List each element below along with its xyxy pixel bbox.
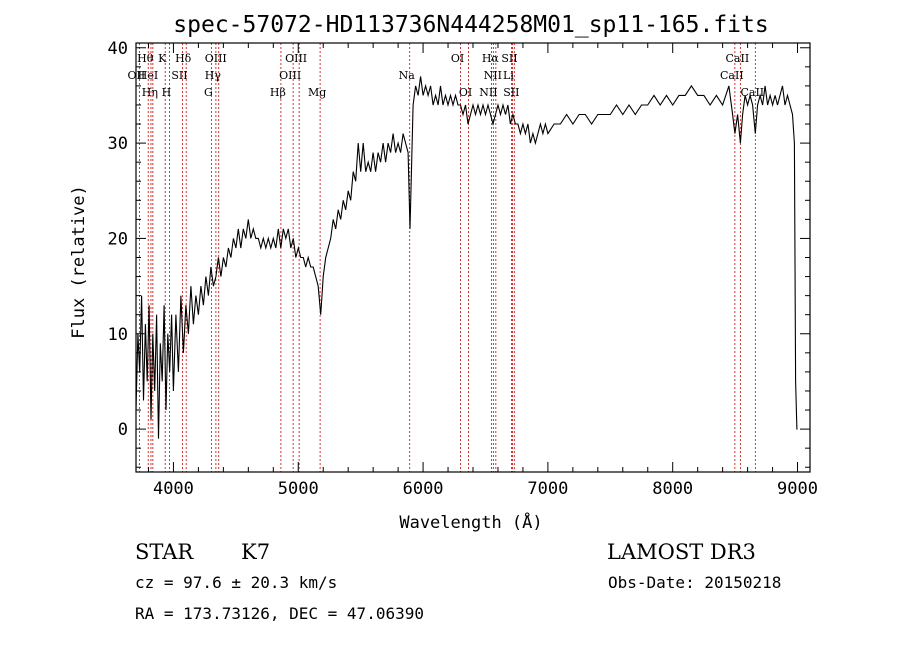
line-marker-label-21: Li [503,69,514,82]
line-marker-label-22: SII [501,52,517,65]
x-tick-label-5: 9000 [777,479,818,499]
radial-velocity: cz = 97.6 ± 20.3 km/s [135,573,338,592]
line-marker-label-7: Hδ [175,52,192,65]
spectrum-chart: spec-57072-HD113736N444258M01_sp11-165.f… [69,12,818,533]
x-axis-label: Wavelength (Å) [399,511,542,533]
survey-name: LAMOST DR3 [607,540,756,564]
line-marker-label-16: OI [451,52,464,65]
line-marker-label-13: OIII [285,52,307,65]
line-marker-label-25: CaII [726,52,750,65]
chart-title: spec-57072-HD113736N444258M01_sp11-165.f… [173,12,768,38]
line-marker-label-17: OI [459,86,472,99]
line-marker-label-1: Hθ [137,52,154,65]
object-class: STAR [135,540,194,564]
line-marker-label-26: CaII [740,86,764,99]
line-marker-labels: OIIHθHeIHηKHSIIHδGHγOIIIHβOIIIOIIIMgNaOI… [128,52,765,99]
axis-ticks: 4000 5000 6000 7000 8000 9000 0 10 20 30 40 [108,39,818,499]
line-marker-label-3: Hη [142,86,158,99]
x-tick-label-2: 6000 [403,479,444,499]
spectrum-line [135,76,798,439]
y-tick-label-2: 20 [108,229,128,249]
x-tick-label-3: 7000 [527,479,568,499]
y-tick-label-1: 10 [108,325,128,345]
line-marker-label-4: K [158,52,167,65]
line-marker-label-19: Hα [482,52,500,65]
y-tick-label-4: 40 [108,39,128,59]
line-marker-label-23: SII [503,86,519,99]
line-marker-label-9: Hγ [205,69,222,82]
x-tick-label-0: 4000 [153,479,194,499]
line-marker-label-8: G [204,86,213,99]
sky-coordinates: RA = 173.73126, DEC = 47.06390 [135,604,424,623]
line-marker-label-5: H [162,86,172,99]
line-marker-label-20: NII [484,69,502,82]
y-axis-label: Flux (relative) [69,185,89,339]
line-marker-label-10: OIII [205,52,227,65]
line-marker-label-11: Hβ [270,86,286,99]
y-tick-label-0: 0 [118,420,128,440]
line-marker-label-2: HeI [138,69,158,82]
observation-date: Obs-Date: 20150218 [608,573,782,592]
line-marker-label-24: CaII [720,69,744,82]
plot-frame [135,42,811,473]
line-marker-label-12: OIII [279,69,301,82]
spectral-subclass: K7 [241,540,271,564]
line-markers [138,43,756,472]
line-marker-label-6: SII [171,69,187,82]
line-marker-label-15: Na [399,69,416,82]
x-tick-label-1: 5000 [278,479,319,499]
x-tick-label-4: 8000 [652,479,693,499]
line-marker-label-14: Mg [308,86,326,99]
y-tick-label-3: 30 [108,134,128,154]
line-marker-label-18: NII [479,86,497,99]
